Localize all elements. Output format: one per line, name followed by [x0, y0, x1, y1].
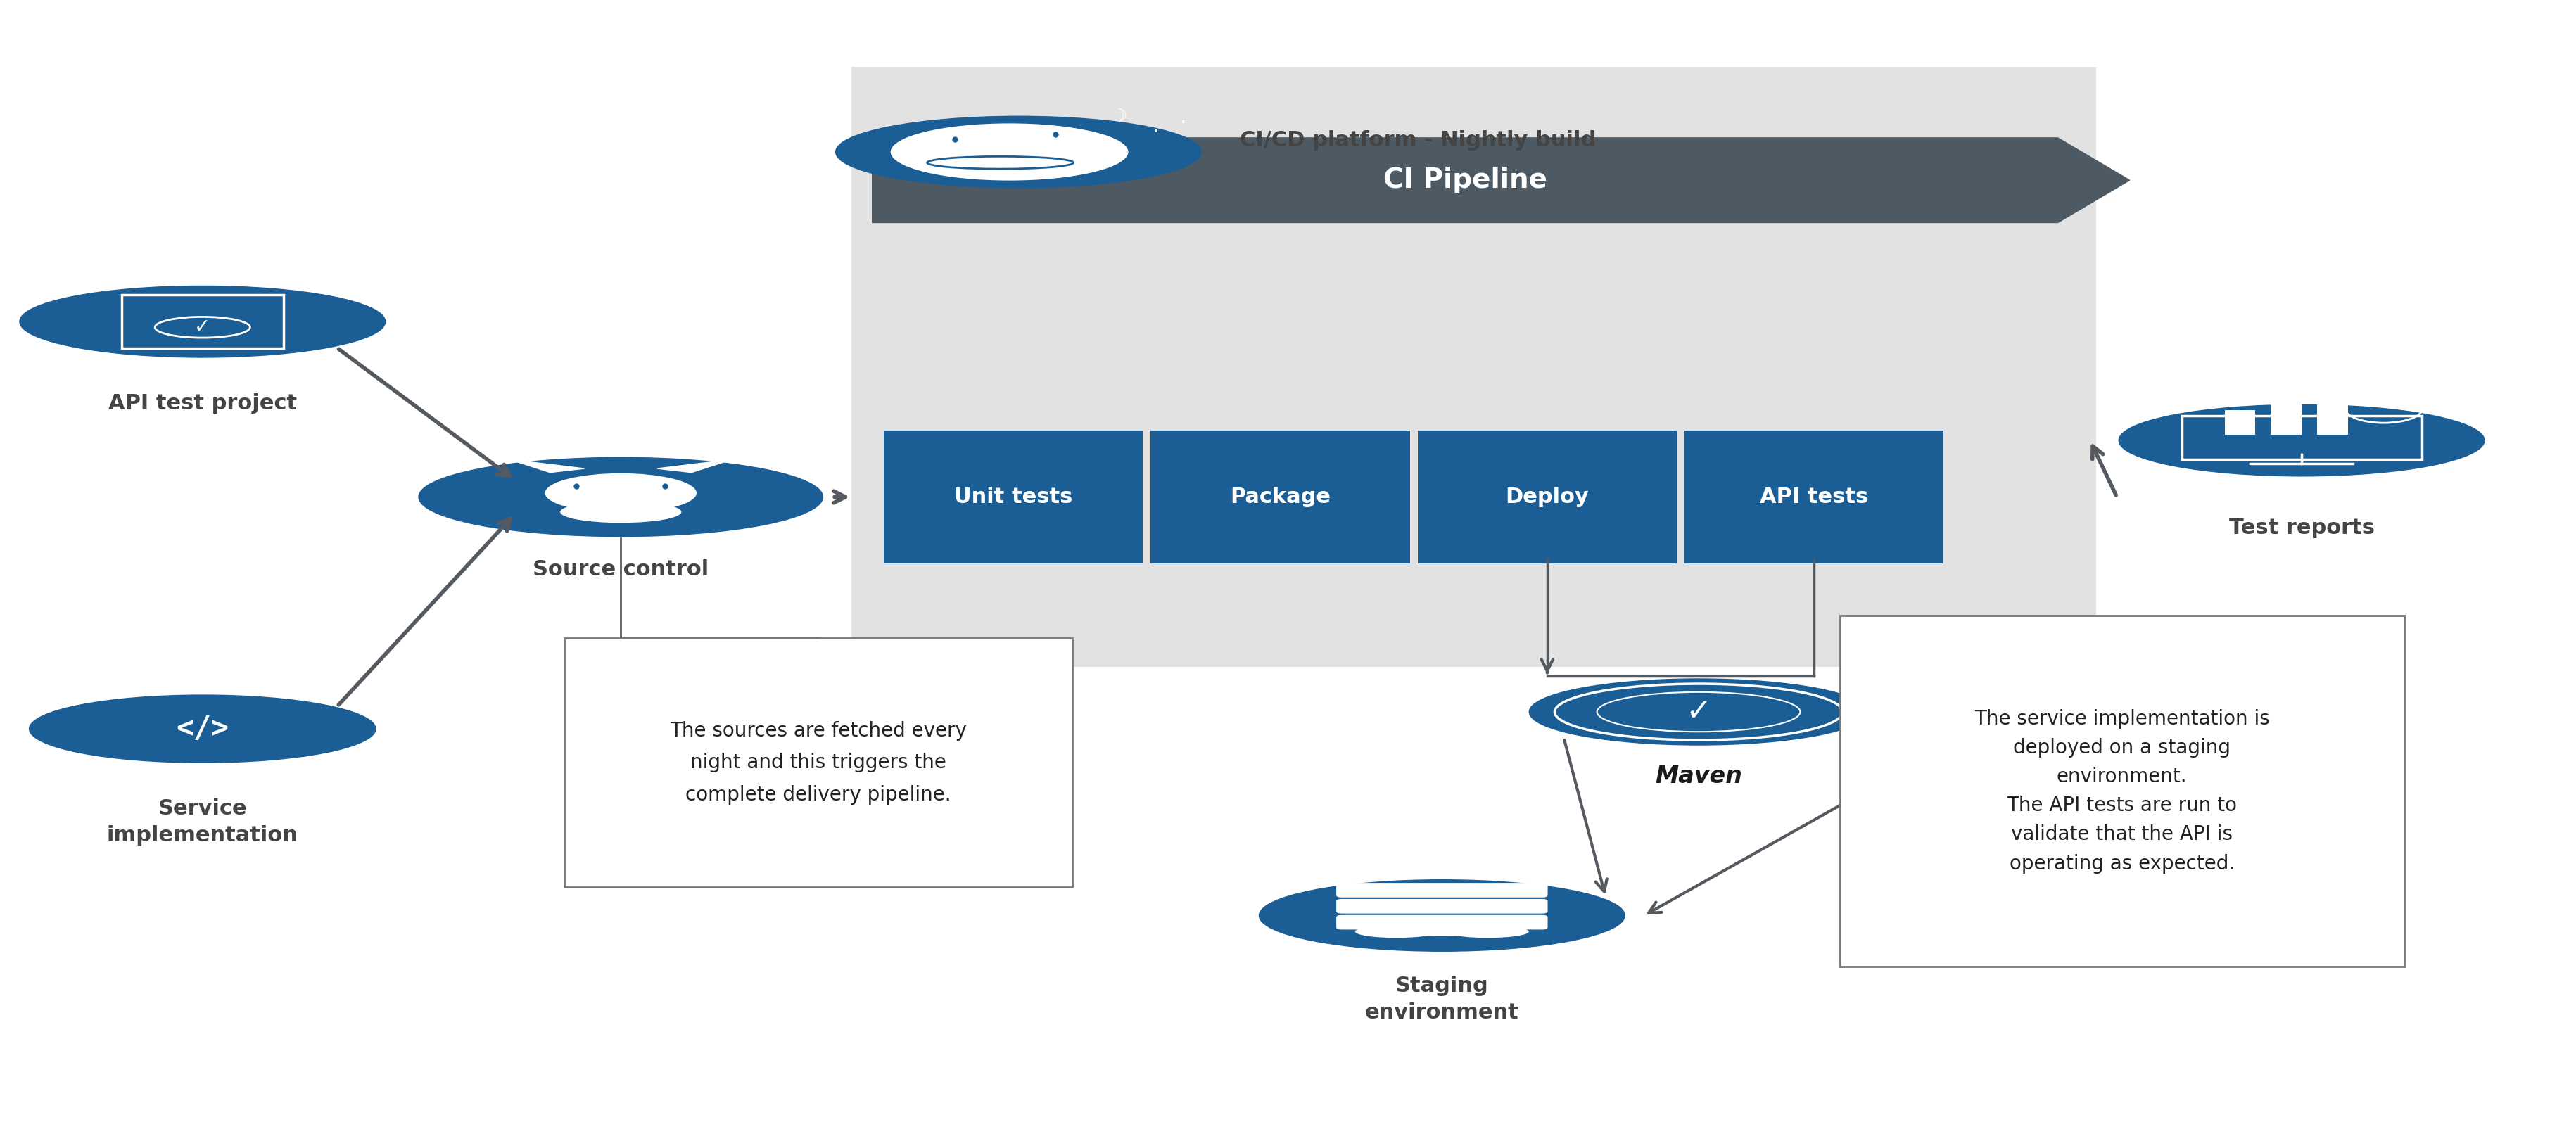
Text: The sources are fetched every
night and this triggers the
complete delivery pipe: The sources are fetched every night and …	[670, 721, 966, 804]
FancyBboxPatch shape	[1685, 430, 1945, 564]
Ellipse shape	[546, 474, 696, 512]
Ellipse shape	[1355, 925, 1437, 938]
Text: API test project: API test project	[108, 394, 296, 413]
FancyBboxPatch shape	[2316, 400, 2347, 435]
Text: Maven: Maven	[1654, 764, 1741, 787]
FancyBboxPatch shape	[1417, 430, 1677, 564]
Text: ☽: ☽	[1110, 107, 1126, 124]
FancyBboxPatch shape	[853, 67, 2097, 666]
Ellipse shape	[1260, 880, 1625, 952]
Ellipse shape	[1368, 920, 1515, 936]
Polygon shape	[510, 460, 585, 472]
Ellipse shape	[21, 286, 386, 357]
Text: Test reports: Test reports	[2228, 518, 2375, 539]
FancyBboxPatch shape	[1839, 616, 2403, 966]
Ellipse shape	[559, 501, 683, 523]
Text: ✓: ✓	[1685, 697, 1710, 727]
Text: Package: Package	[1229, 487, 1332, 507]
Text: CI/CD platform - Nightly build: CI/CD platform - Nightly build	[1239, 130, 1597, 151]
FancyBboxPatch shape	[1337, 915, 1548, 930]
Ellipse shape	[1448, 925, 1528, 938]
Text: CI Pipeline: CI Pipeline	[1383, 167, 1548, 194]
Text: Service
implementation: Service implementation	[106, 799, 299, 845]
Text: ✓: ✓	[193, 317, 211, 337]
Polygon shape	[657, 460, 732, 472]
Text: Source control: Source control	[533, 559, 708, 580]
Polygon shape	[873, 138, 2130, 222]
FancyBboxPatch shape	[2226, 410, 2257, 435]
Ellipse shape	[835, 116, 1200, 187]
FancyBboxPatch shape	[2182, 416, 2421, 459]
Text: ·: ·	[1151, 122, 1159, 143]
Ellipse shape	[891, 123, 1128, 180]
FancyBboxPatch shape	[564, 638, 1072, 888]
FancyBboxPatch shape	[1337, 899, 1548, 914]
Text: </>: </>	[175, 714, 229, 744]
Text: The service implementation is
deployed on a staging
environment.
The API tests a: The service implementation is deployed o…	[1973, 709, 2269, 873]
Ellipse shape	[1530, 679, 1868, 745]
Ellipse shape	[2120, 405, 2483, 476]
FancyBboxPatch shape	[1151, 430, 1409, 564]
Text: Deploy: Deploy	[1504, 487, 1589, 507]
FancyBboxPatch shape	[2272, 391, 2303, 435]
Text: Unit tests: Unit tests	[953, 487, 1072, 507]
Text: Staging
environment: Staging environment	[1365, 976, 1520, 1023]
Ellipse shape	[420, 458, 822, 536]
Text: API tests: API tests	[1759, 487, 1868, 507]
Text: ·: ·	[1180, 113, 1188, 133]
Ellipse shape	[28, 695, 376, 762]
FancyBboxPatch shape	[884, 430, 1144, 564]
FancyBboxPatch shape	[1337, 883, 1548, 898]
